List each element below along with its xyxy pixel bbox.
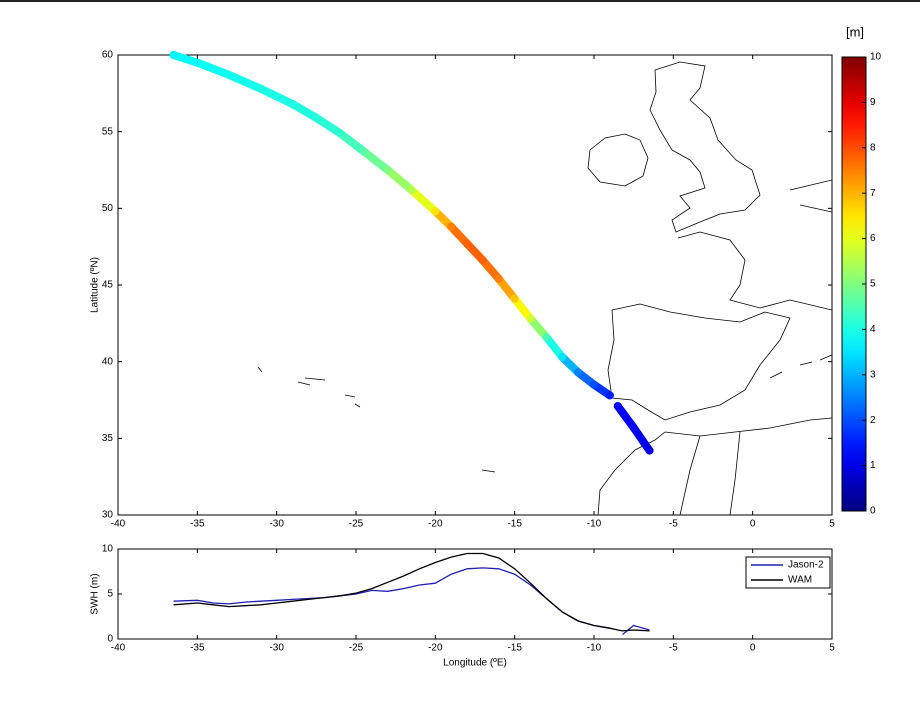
- track-point: [605, 391, 614, 400]
- y-axis-label: SWH (m): [90, 573, 101, 614]
- track-point: [542, 333, 551, 342]
- x-tick-label: -30: [269, 643, 284, 654]
- x-tick-label: -40: [111, 643, 126, 654]
- track-point: [431, 207, 440, 216]
- colorbar-tick-label: 3: [870, 369, 876, 380]
- track-point: [463, 239, 472, 248]
- track-point: [558, 353, 567, 362]
- y-tick-label: 10: [102, 544, 114, 555]
- colorbar-tick-label: 10: [870, 52, 882, 63]
- x-tick-label: -15: [507, 519, 522, 530]
- track-point: [336, 129, 345, 138]
- track-point: [256, 84, 265, 93]
- y-tick-label: 40: [102, 356, 114, 367]
- track-point: [359, 147, 368, 156]
- y-tick-label: 60: [102, 50, 114, 61]
- x-tick-label: 0: [750, 643, 756, 654]
- track-segment: [359, 147, 392, 174]
- track-segment: [510, 294, 535, 323]
- y-axis-label: Latitude (ºN): [90, 257, 101, 313]
- coastlines: [257, 61, 832, 515]
- track-segment: [225, 70, 265, 93]
- track-segment: [169, 51, 202, 67]
- track-point: [629, 423, 638, 432]
- y-tick-label: 50: [102, 203, 114, 214]
- x-tick-label: -35: [190, 519, 205, 530]
- y-tick-label: 55: [102, 126, 114, 137]
- track-point: [574, 368, 583, 377]
- track-segment: [494, 274, 519, 303]
- x-tick-label: -5: [669, 519, 678, 530]
- track-segment: [526, 314, 551, 342]
- y-tick-label: 30: [102, 510, 114, 521]
- colorbar-tick-label: 9: [870, 97, 876, 108]
- x-tick-label: 5: [829, 519, 835, 530]
- track-segment: [613, 402, 638, 432]
- legend: [745, 556, 831, 589]
- colorbar-tick-label: 7: [870, 188, 876, 199]
- track-segment: [478, 256, 503, 283]
- x-tick-label: -30: [269, 519, 284, 530]
- track-point: [590, 380, 598, 389]
- track-segment: [312, 113, 345, 138]
- track-point: [494, 274, 503, 283]
- x-tick-label: -40: [111, 519, 126, 530]
- x-tick-label: -10: [587, 519, 602, 530]
- map-axes: [117, 54, 833, 516]
- track: [169, 51, 654, 455]
- x-tick-label: -5: [669, 643, 678, 654]
- x-tick-label: -25: [349, 519, 364, 530]
- track-point: [526, 314, 535, 323]
- colorbar-tick-label: 4: [870, 324, 876, 335]
- track-point: [288, 100, 297, 109]
- track-point: [613, 402, 622, 411]
- y-tick-label: 0: [107, 634, 113, 645]
- x-tick-label: -10: [587, 643, 602, 654]
- x-tick-label: -35: [190, 643, 205, 654]
- track-segment: [629, 423, 654, 455]
- y-tick-label: 45: [102, 280, 114, 291]
- track-point: [645, 446, 654, 455]
- track-point: [225, 70, 234, 79]
- track-point: [478, 256, 487, 265]
- x-tick-label: 0: [750, 519, 756, 530]
- x-tick-label: -25: [349, 643, 364, 654]
- track-point: [312, 113, 321, 122]
- track-segment: [383, 166, 416, 194]
- colorbar-tick-label: 0: [870, 506, 876, 517]
- track-segment: [288, 100, 321, 122]
- colorbar-label: [m]: [846, 24, 864, 39]
- colorbar-tick-label: 5: [870, 279, 876, 290]
- x-tick-label: 5: [829, 643, 835, 654]
- colorbar-tick-label: 8: [870, 142, 876, 153]
- track-segment: [336, 129, 368, 156]
- x-axis-label: Longitude (ºE): [443, 658, 507, 669]
- series-line: [173, 552, 650, 632]
- track-point: [169, 51, 178, 59]
- track-point: [510, 294, 519, 303]
- colorbar-tick-label: 1: [870, 460, 876, 471]
- track-segment: [542, 333, 567, 362]
- track-point: [447, 222, 456, 231]
- track-point: [407, 185, 416, 194]
- legend-label: WAM: [788, 575, 812, 586]
- track-point: [193, 58, 202, 67]
- track-segment: [193, 58, 234, 79]
- swh-axes: [117, 548, 833, 640]
- track-point: [383, 166, 392, 174]
- x-tick-label: -20: [428, 519, 443, 530]
- colorbar-tick-label: 2: [870, 415, 876, 426]
- y-tick-label: 35: [102, 433, 114, 444]
- x-tick-label: -15: [507, 643, 522, 654]
- x-tick-label: -20: [428, 643, 443, 654]
- track-segment: [407, 185, 440, 216]
- track-segment: [256, 84, 297, 109]
- legend-label: Jason-2: [788, 560, 824, 571]
- y-tick-label: 5: [107, 589, 113, 600]
- colorbar-tick-label: 6: [870, 233, 876, 244]
